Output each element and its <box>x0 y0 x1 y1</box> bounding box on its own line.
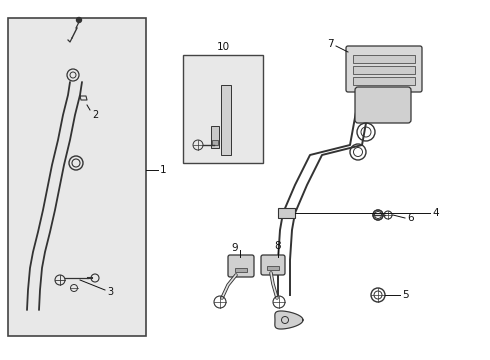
Text: 1: 1 <box>160 165 167 175</box>
Bar <box>183 55 263 163</box>
Text: 4: 4 <box>432 208 439 218</box>
Text: 7: 7 <box>327 39 334 49</box>
Text: 2: 2 <box>92 110 98 120</box>
Bar <box>221 85 231 155</box>
FancyBboxPatch shape <box>261 255 285 275</box>
Text: 6: 6 <box>407 213 414 223</box>
Bar <box>353 77 415 85</box>
FancyBboxPatch shape <box>346 46 422 92</box>
Bar <box>267 266 279 270</box>
Bar <box>278 208 295 218</box>
Text: 10: 10 <box>217 42 229 52</box>
Bar <box>212 140 218 145</box>
FancyBboxPatch shape <box>228 255 254 277</box>
Bar <box>211 126 219 148</box>
Bar <box>235 268 247 272</box>
Text: 5: 5 <box>402 290 409 300</box>
Text: 3: 3 <box>107 287 113 297</box>
FancyBboxPatch shape <box>355 87 411 123</box>
Polygon shape <box>275 311 303 329</box>
Text: 9: 9 <box>232 243 238 253</box>
Bar <box>8 18 146 336</box>
Bar <box>353 55 415 63</box>
Text: 8: 8 <box>275 241 281 251</box>
Circle shape <box>76 18 81 23</box>
Bar <box>353 66 415 74</box>
